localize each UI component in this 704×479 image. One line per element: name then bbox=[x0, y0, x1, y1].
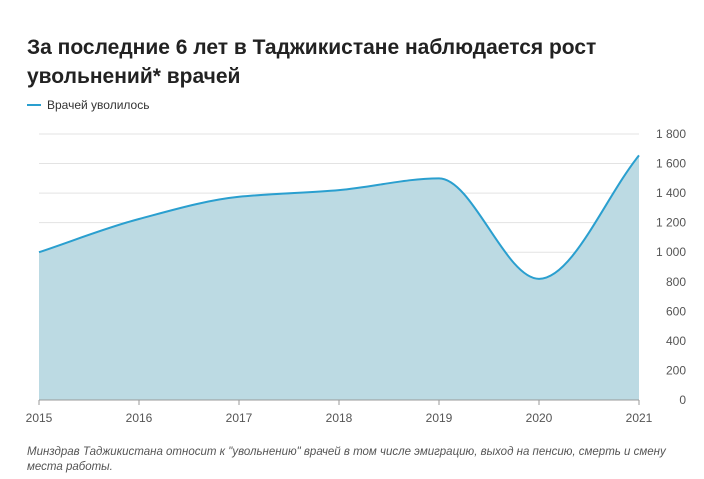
y-tick-labels: 0 200 400 600 800 1 000 1 200 1 400 1 600 1 800 bbox=[656, 127, 686, 407]
series-area bbox=[39, 155, 639, 400]
data-point-2019 bbox=[437, 176, 441, 180]
y-tick-label: 0 bbox=[679, 393, 686, 407]
data-point-2018 bbox=[337, 188, 341, 192]
y-tick-label: 1 600 bbox=[656, 157, 686, 171]
x-tick-label: 2018 bbox=[326, 411, 353, 425]
x-tick-label: 2019 bbox=[426, 411, 453, 425]
footnote: Минздрав Таджикистана относит к "увольне… bbox=[27, 446, 666, 473]
data-point-2020 bbox=[537, 277, 541, 281]
series-line bbox=[38, 154, 640, 280]
y-tick-label: 800 bbox=[666, 275, 686, 289]
data-point-2021 bbox=[637, 153, 641, 157]
y-tick-label: 1 000 bbox=[656, 245, 686, 259]
x-tick-label: 2020 bbox=[526, 411, 553, 425]
y-tick-label: 400 bbox=[666, 334, 686, 348]
y-tick-label: 200 bbox=[666, 363, 686, 377]
data-point-2015 bbox=[37, 250, 41, 254]
legend: Врачей уволилось bbox=[27, 98, 149, 112]
x-tick-labels: 2015 2016 2017 2018 2019 2020 2021 bbox=[26, 411, 653, 425]
chart-title: За последние 6 лет в Таджикистане наблюд… bbox=[27, 36, 597, 88]
x-ticks bbox=[38, 400, 640, 405]
data-point-2017 bbox=[237, 195, 241, 199]
y-tick-label: 600 bbox=[666, 304, 686, 318]
y-tick-label: 1 200 bbox=[656, 216, 686, 230]
y-tick-label: 1 400 bbox=[656, 186, 686, 200]
y-tick-label: 1 800 bbox=[656, 127, 686, 141]
data-point-2016 bbox=[137, 217, 141, 221]
x-tick-label: 2016 bbox=[126, 411, 153, 425]
legend-label: Врачей уволилось bbox=[47, 98, 150, 112]
x-tick-label: 2015 bbox=[26, 411, 53, 425]
legend-swatch bbox=[27, 104, 41, 106]
x-tick-label: 2021 bbox=[626, 411, 653, 425]
x-tick-label: 2017 bbox=[226, 411, 253, 425]
